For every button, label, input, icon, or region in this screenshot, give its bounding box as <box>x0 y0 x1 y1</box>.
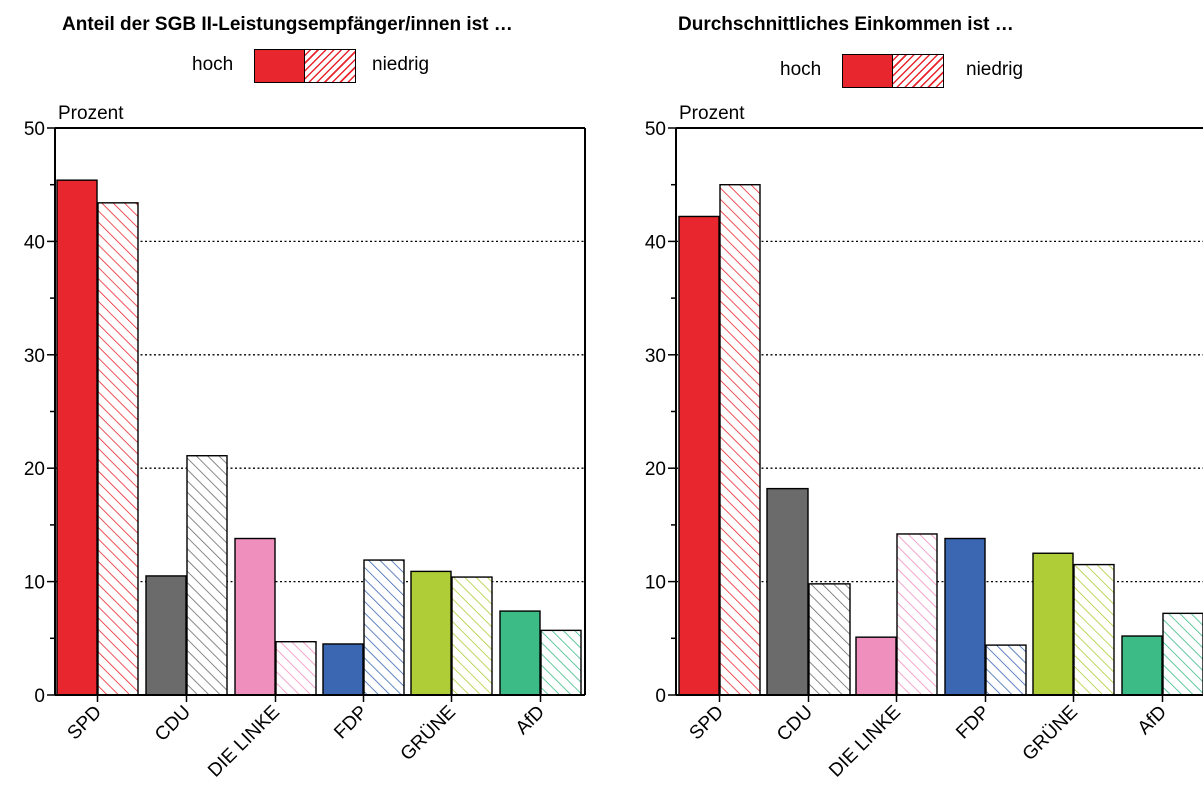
bar-die-linke-hoch <box>855 636 897 696</box>
y-axis-label: Prozent <box>58 103 124 124</box>
bar-die-linke-niedrig <box>896 533 938 696</box>
x-tick-label-cdu: CDU <box>773 702 817 746</box>
bar-fdp-niedrig <box>985 644 1027 696</box>
bar-gr-ne-niedrig <box>451 576 493 696</box>
y-tick-label: 30 <box>645 346 666 367</box>
bar-gr-ne-hoch <box>410 570 452 696</box>
bar-spd-hoch <box>678 215 720 696</box>
chart-title-right: Durchschnittliches Einkommen ist … <box>678 14 1014 35</box>
bar-afd-niedrig <box>1162 612 1203 696</box>
bar-cdu-hoch <box>145 575 187 696</box>
x-tick-label-die-linke: DIE LINKE <box>825 702 905 782</box>
x-tick-label-afd: AfD <box>1134 702 1171 739</box>
bar-cdu-niedrig <box>186 455 228 696</box>
bar-spd-niedrig <box>719 183 761 696</box>
chart-panel-1: 0 10 20 30 40 50 Prozent SPD CDU DIE LINKE FDP GRÜN… <box>24 103 586 782</box>
legend-swatch-hoch-right <box>842 54 894 88</box>
bar-afd-niedrig <box>540 629 582 696</box>
bar-gr-ne-niedrig <box>1073 563 1115 696</box>
x-tick-label-fdp: FDP <box>330 702 372 744</box>
y-tick-label: 40 <box>645 232 666 253</box>
bar-cdu-niedrig <box>808 583 851 696</box>
x-tick-label-afd: AfD <box>512 702 549 739</box>
chart-title-left: Anteil der SGB II-Leistungsempfänger/inn… <box>62 14 513 35</box>
bar-gr-ne-hoch <box>1032 552 1074 696</box>
y-tick-label: 0 <box>655 686 666 707</box>
legend-swatch-niedrig-left <box>304 49 356 83</box>
chart-panel-2: 0 10 20 30 40 50 Prozent SPD CDU DIE LINKE FDP GRÜN… <box>645 103 1203 782</box>
bar-fdp-hoch <box>322 643 364 696</box>
x-tick-label-cdu: CDU <box>151 702 195 746</box>
x-tick-label-spd: SPD <box>64 702 106 744</box>
y-tick-label: 50 <box>24 119 45 140</box>
bar-spd-niedrig <box>97 202 139 696</box>
y-tick-label: 40 <box>24 232 45 253</box>
bar-fdp-niedrig <box>363 559 405 696</box>
x-tick-label-spd: SPD <box>686 702 728 744</box>
x-tick-label-gr-ne: GRÜNE <box>1019 702 1082 765</box>
bar-afd-hoch <box>1121 635 1163 696</box>
bar-cdu-hoch <box>766 487 809 696</box>
bar-die-linke-niedrig <box>275 641 317 696</box>
legend-label-niedrig-left: niedrig <box>372 54 430 75</box>
x-tick-label-fdp: FDP <box>952 702 994 744</box>
y-tick-label: 20 <box>645 459 666 480</box>
y-tick-label: 0 <box>34 686 45 707</box>
y-tick-label: 50 <box>645 119 666 140</box>
legend-label-hoch-right: hoch <box>780 59 822 80</box>
y-tick-label: 30 <box>24 346 45 367</box>
legend-swatch-niedrig-right <box>892 54 944 88</box>
bar-spd-hoch <box>56 179 98 696</box>
y-tick-label: 20 <box>24 459 45 480</box>
bar-afd-hoch <box>499 610 541 696</box>
y-tick-label: 10 <box>645 573 666 594</box>
legend-label-niedrig-right: niedrig <box>966 59 1024 80</box>
y-axis-label: Prozent <box>679 103 745 124</box>
legend-swatch-hoch-left <box>254 49 306 83</box>
legend-label-hoch-left: hoch <box>192 54 234 75</box>
x-tick-label-gr-ne: GRÜNE <box>397 702 460 765</box>
y-tick-label: 10 <box>24 573 45 594</box>
bar-die-linke-hoch <box>234 537 276 696</box>
x-tick-label-die-linke: DIE LINKE <box>204 702 284 782</box>
bar-fdp-hoch <box>944 537 986 696</box>
